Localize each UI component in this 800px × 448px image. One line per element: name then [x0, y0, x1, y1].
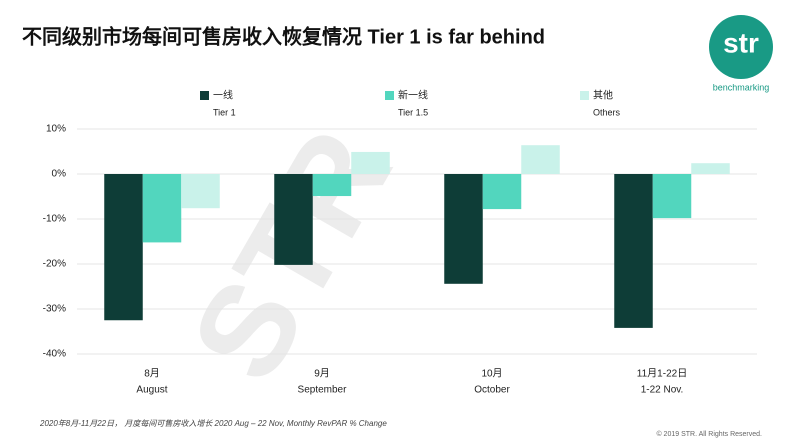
bar — [142, 174, 182, 243]
x-tick-label: 10月 — [481, 368, 502, 380]
legend-label: 新一线 — [398, 89, 428, 102]
legend-swatch — [200, 91, 209, 100]
x-tick-sublabel: October — [474, 385, 510, 396]
y-tick-label: -30% — [43, 304, 66, 315]
bar — [614, 174, 653, 328]
y-tick-label: -10% — [43, 214, 66, 225]
copyright: © 2019 STR. All Rights Reserved. — [656, 430, 762, 438]
x-tick-label: 11月1-22日 — [637, 368, 687, 380]
legend-sublabel: Others — [593, 107, 621, 117]
logo-text: str — [723, 27, 759, 58]
legend-label: 其他 — [593, 89, 613, 102]
x-tick-label: 9月 — [314, 368, 330, 380]
bar — [691, 163, 730, 174]
slide-title: 不同级别市场每间可售房收入恢复情况 Tier 1 is far behind — [22, 24, 545, 48]
logo-tagline: benchmarking — [713, 82, 770, 92]
bar — [274, 174, 313, 265]
bar — [444, 174, 483, 284]
bar — [351, 151, 390, 174]
y-tick-label: -20% — [43, 259, 66, 270]
legend-sublabel: Tier 1 — [213, 107, 236, 117]
bar — [652, 174, 692, 219]
legend-label: 一线 — [213, 89, 233, 102]
x-tick-label: 8月 — [144, 368, 160, 380]
y-tick-label: 0% — [52, 169, 67, 180]
bar — [104, 174, 143, 321]
legend-swatch — [580, 91, 589, 100]
x-tick-sublabel: August — [136, 385, 167, 396]
bar — [482, 174, 522, 210]
legend-swatch — [385, 91, 394, 100]
legend-sublabel: Tier 1.5 — [398, 107, 428, 117]
x-tick-sublabel: 1-22 Nov. — [641, 385, 684, 396]
y-tick-label: 10% — [46, 124, 66, 135]
bar — [312, 174, 352, 197]
x-tick-sublabel: September — [298, 385, 348, 396]
bar — [521, 145, 560, 174]
logo-circle — [709, 15, 773, 79]
y-tick-label: -40% — [43, 349, 66, 360]
footer-note: 2020年8月-11月22日， 月度每间可售房收入增长 2020 Aug – 2… — [39, 419, 387, 428]
bar — [181, 174, 220, 209]
